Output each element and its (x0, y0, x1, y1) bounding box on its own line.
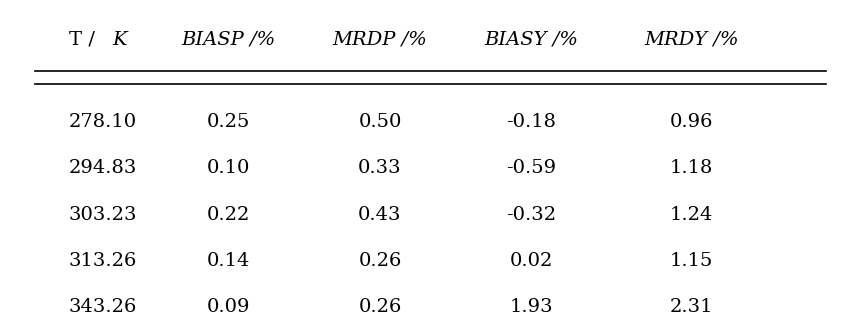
Text: 294.83: 294.83 (68, 160, 137, 178)
Text: BIASP /%: BIASP /% (181, 30, 276, 48)
Text: 0.26: 0.26 (358, 298, 402, 316)
Text: -0.18: -0.18 (506, 113, 556, 131)
Text: 0.09: 0.09 (207, 298, 251, 316)
Text: MRDY /%: MRDY /% (644, 30, 738, 48)
Text: T /: T / (68, 30, 95, 48)
Text: 343.26: 343.26 (68, 298, 137, 316)
Text: 0.25: 0.25 (207, 113, 250, 131)
Text: 1.15: 1.15 (669, 252, 713, 270)
Text: 278.10: 278.10 (68, 113, 137, 131)
Text: 0.02: 0.02 (510, 252, 553, 270)
Text: 303.23: 303.23 (68, 205, 138, 224)
Text: K: K (112, 30, 127, 48)
Text: 1.24: 1.24 (669, 205, 713, 224)
Text: 0.26: 0.26 (358, 252, 402, 270)
Text: 0.50: 0.50 (358, 113, 402, 131)
Text: MRDP /%: MRDP /% (333, 30, 427, 48)
Text: 1.18: 1.18 (669, 160, 713, 178)
Text: 0.33: 0.33 (358, 160, 402, 178)
Text: 0.96: 0.96 (669, 113, 713, 131)
Text: 1.93: 1.93 (510, 298, 553, 316)
Text: 313.26: 313.26 (68, 252, 137, 270)
Text: BIASY /%: BIASY /% (484, 30, 578, 48)
Text: 0.10: 0.10 (207, 160, 250, 178)
Text: 0.22: 0.22 (207, 205, 250, 224)
Text: 2.31: 2.31 (669, 298, 713, 316)
Text: -0.59: -0.59 (506, 160, 556, 178)
Text: 0.43: 0.43 (358, 205, 402, 224)
Text: -0.32: -0.32 (506, 205, 556, 224)
Text: 0.14: 0.14 (207, 252, 250, 270)
